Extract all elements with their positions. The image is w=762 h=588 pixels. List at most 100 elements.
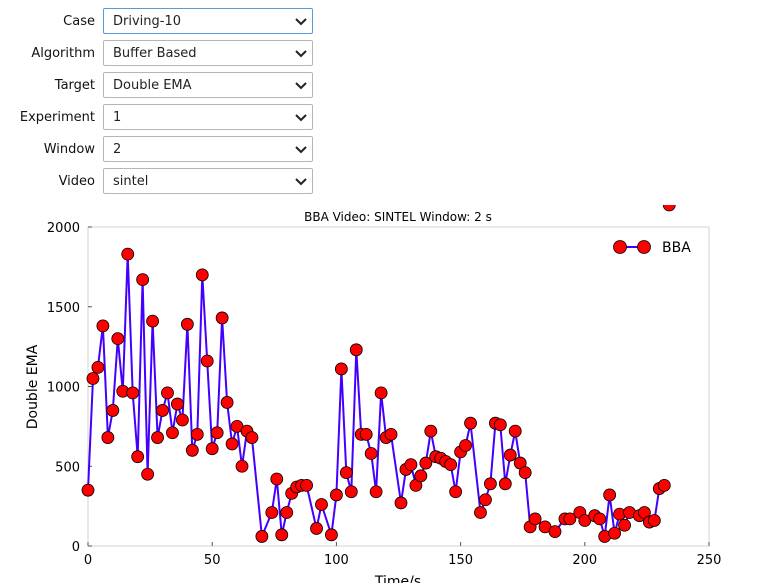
data-point xyxy=(618,518,631,532)
data-point xyxy=(245,431,259,444)
y-axis-label: Double EMA xyxy=(25,344,41,429)
data-point xyxy=(657,478,671,492)
data-point xyxy=(647,514,661,527)
data-point xyxy=(86,372,100,385)
chevron-down-icon xyxy=(295,18,307,26)
data-point xyxy=(151,431,164,444)
data-point xyxy=(146,314,159,328)
algorithm-select-value: Buffer Based xyxy=(113,46,197,61)
data-point xyxy=(156,404,169,417)
target-select-value: Double EMA xyxy=(113,78,192,93)
data-point xyxy=(101,431,115,444)
data-point xyxy=(349,343,363,357)
window-select-value: 2 xyxy=(113,142,122,157)
video-select-value: sintel xyxy=(113,174,149,189)
chevron-down-icon xyxy=(295,82,307,90)
case-label: Case xyxy=(63,14,95,29)
video-label: Video xyxy=(58,174,95,189)
y-tick-label: 1500 xyxy=(47,301,80,316)
x-tick-label: 250 xyxy=(697,553,722,568)
data-point xyxy=(394,496,408,510)
data-point xyxy=(300,478,313,492)
algorithm-label: Algorithm xyxy=(31,46,95,61)
chart-title: BBA Video: SINTEL Window: 2 s xyxy=(304,210,492,224)
data-point xyxy=(493,418,507,432)
data-point xyxy=(171,397,184,411)
data-point xyxy=(141,467,155,481)
legend-marker xyxy=(613,240,627,254)
data-point xyxy=(210,426,224,440)
data-point xyxy=(662,205,676,212)
data-point xyxy=(255,530,269,543)
data-point xyxy=(608,526,622,540)
x-tick-label: 200 xyxy=(572,553,597,568)
data-point xyxy=(275,528,289,542)
data-point xyxy=(364,447,378,460)
data-point xyxy=(96,319,110,333)
data-point xyxy=(464,416,477,430)
data-point xyxy=(136,273,150,287)
case-select-value: Driving-10 xyxy=(113,14,181,29)
data-point xyxy=(563,512,577,526)
case-select[interactable]: Driving-10 xyxy=(103,8,313,34)
data-point xyxy=(474,506,487,519)
control-row-target: Target Double EMA xyxy=(0,72,330,100)
control-row-experiment: Experiment 1 xyxy=(0,104,330,132)
data-point xyxy=(548,525,562,539)
control-row-case: Case Driving-10 xyxy=(0,8,330,36)
data-point xyxy=(280,506,294,519)
data-point xyxy=(131,450,145,464)
x-tick-label: 50 xyxy=(204,553,221,568)
data-point xyxy=(424,424,438,438)
experiment-select[interactable]: 1 xyxy=(103,104,313,130)
data-point xyxy=(498,477,512,491)
data-point xyxy=(459,439,472,452)
data-point xyxy=(185,443,199,457)
experiment-select-value: 1 xyxy=(113,110,122,125)
data-point xyxy=(205,442,219,456)
target-label: Target xyxy=(54,78,95,93)
data-point xyxy=(325,528,338,542)
video-select[interactable]: sintel xyxy=(103,168,313,194)
data-point xyxy=(270,472,284,486)
data-point xyxy=(180,317,194,331)
data-point xyxy=(235,459,249,473)
data-point xyxy=(334,362,348,376)
data-point xyxy=(215,311,229,325)
y-tick-label: 1000 xyxy=(47,381,80,396)
window-select[interactable]: 2 xyxy=(103,136,313,162)
data-point xyxy=(106,404,120,417)
data-point xyxy=(339,466,353,480)
legend-marker xyxy=(637,240,651,254)
chevron-down-icon xyxy=(295,114,307,122)
data-point xyxy=(190,427,204,441)
data-point xyxy=(200,354,214,368)
x-tick-label: 0 xyxy=(84,553,92,568)
data-point xyxy=(126,386,140,400)
data-point xyxy=(220,396,234,409)
x-tick-label: 150 xyxy=(448,553,473,568)
data-point xyxy=(528,512,542,526)
chevron-down-icon xyxy=(295,178,307,186)
y-tick-label: 500 xyxy=(55,460,80,475)
data-point xyxy=(369,485,383,499)
data-point xyxy=(81,483,95,497)
data-point xyxy=(344,485,358,499)
data-point xyxy=(225,437,239,451)
data-point xyxy=(374,386,388,400)
legend: BBA xyxy=(613,240,691,256)
data-point xyxy=(449,485,463,499)
window-label: Window xyxy=(43,142,95,157)
target-select[interactable]: Double EMA xyxy=(103,72,313,98)
data-point xyxy=(484,477,497,491)
control-row-video: Video sintel xyxy=(0,168,330,196)
data-point xyxy=(359,427,373,441)
x-tick-label: 100 xyxy=(324,553,349,568)
series-bba xyxy=(81,205,676,543)
y-tick-label: 0 xyxy=(72,540,80,555)
data-point xyxy=(593,512,607,526)
data-point xyxy=(508,424,522,438)
control-row-window: Window 2 xyxy=(0,136,330,164)
algorithm-select[interactable]: Buffer Based xyxy=(103,40,313,66)
data-point xyxy=(518,466,532,480)
